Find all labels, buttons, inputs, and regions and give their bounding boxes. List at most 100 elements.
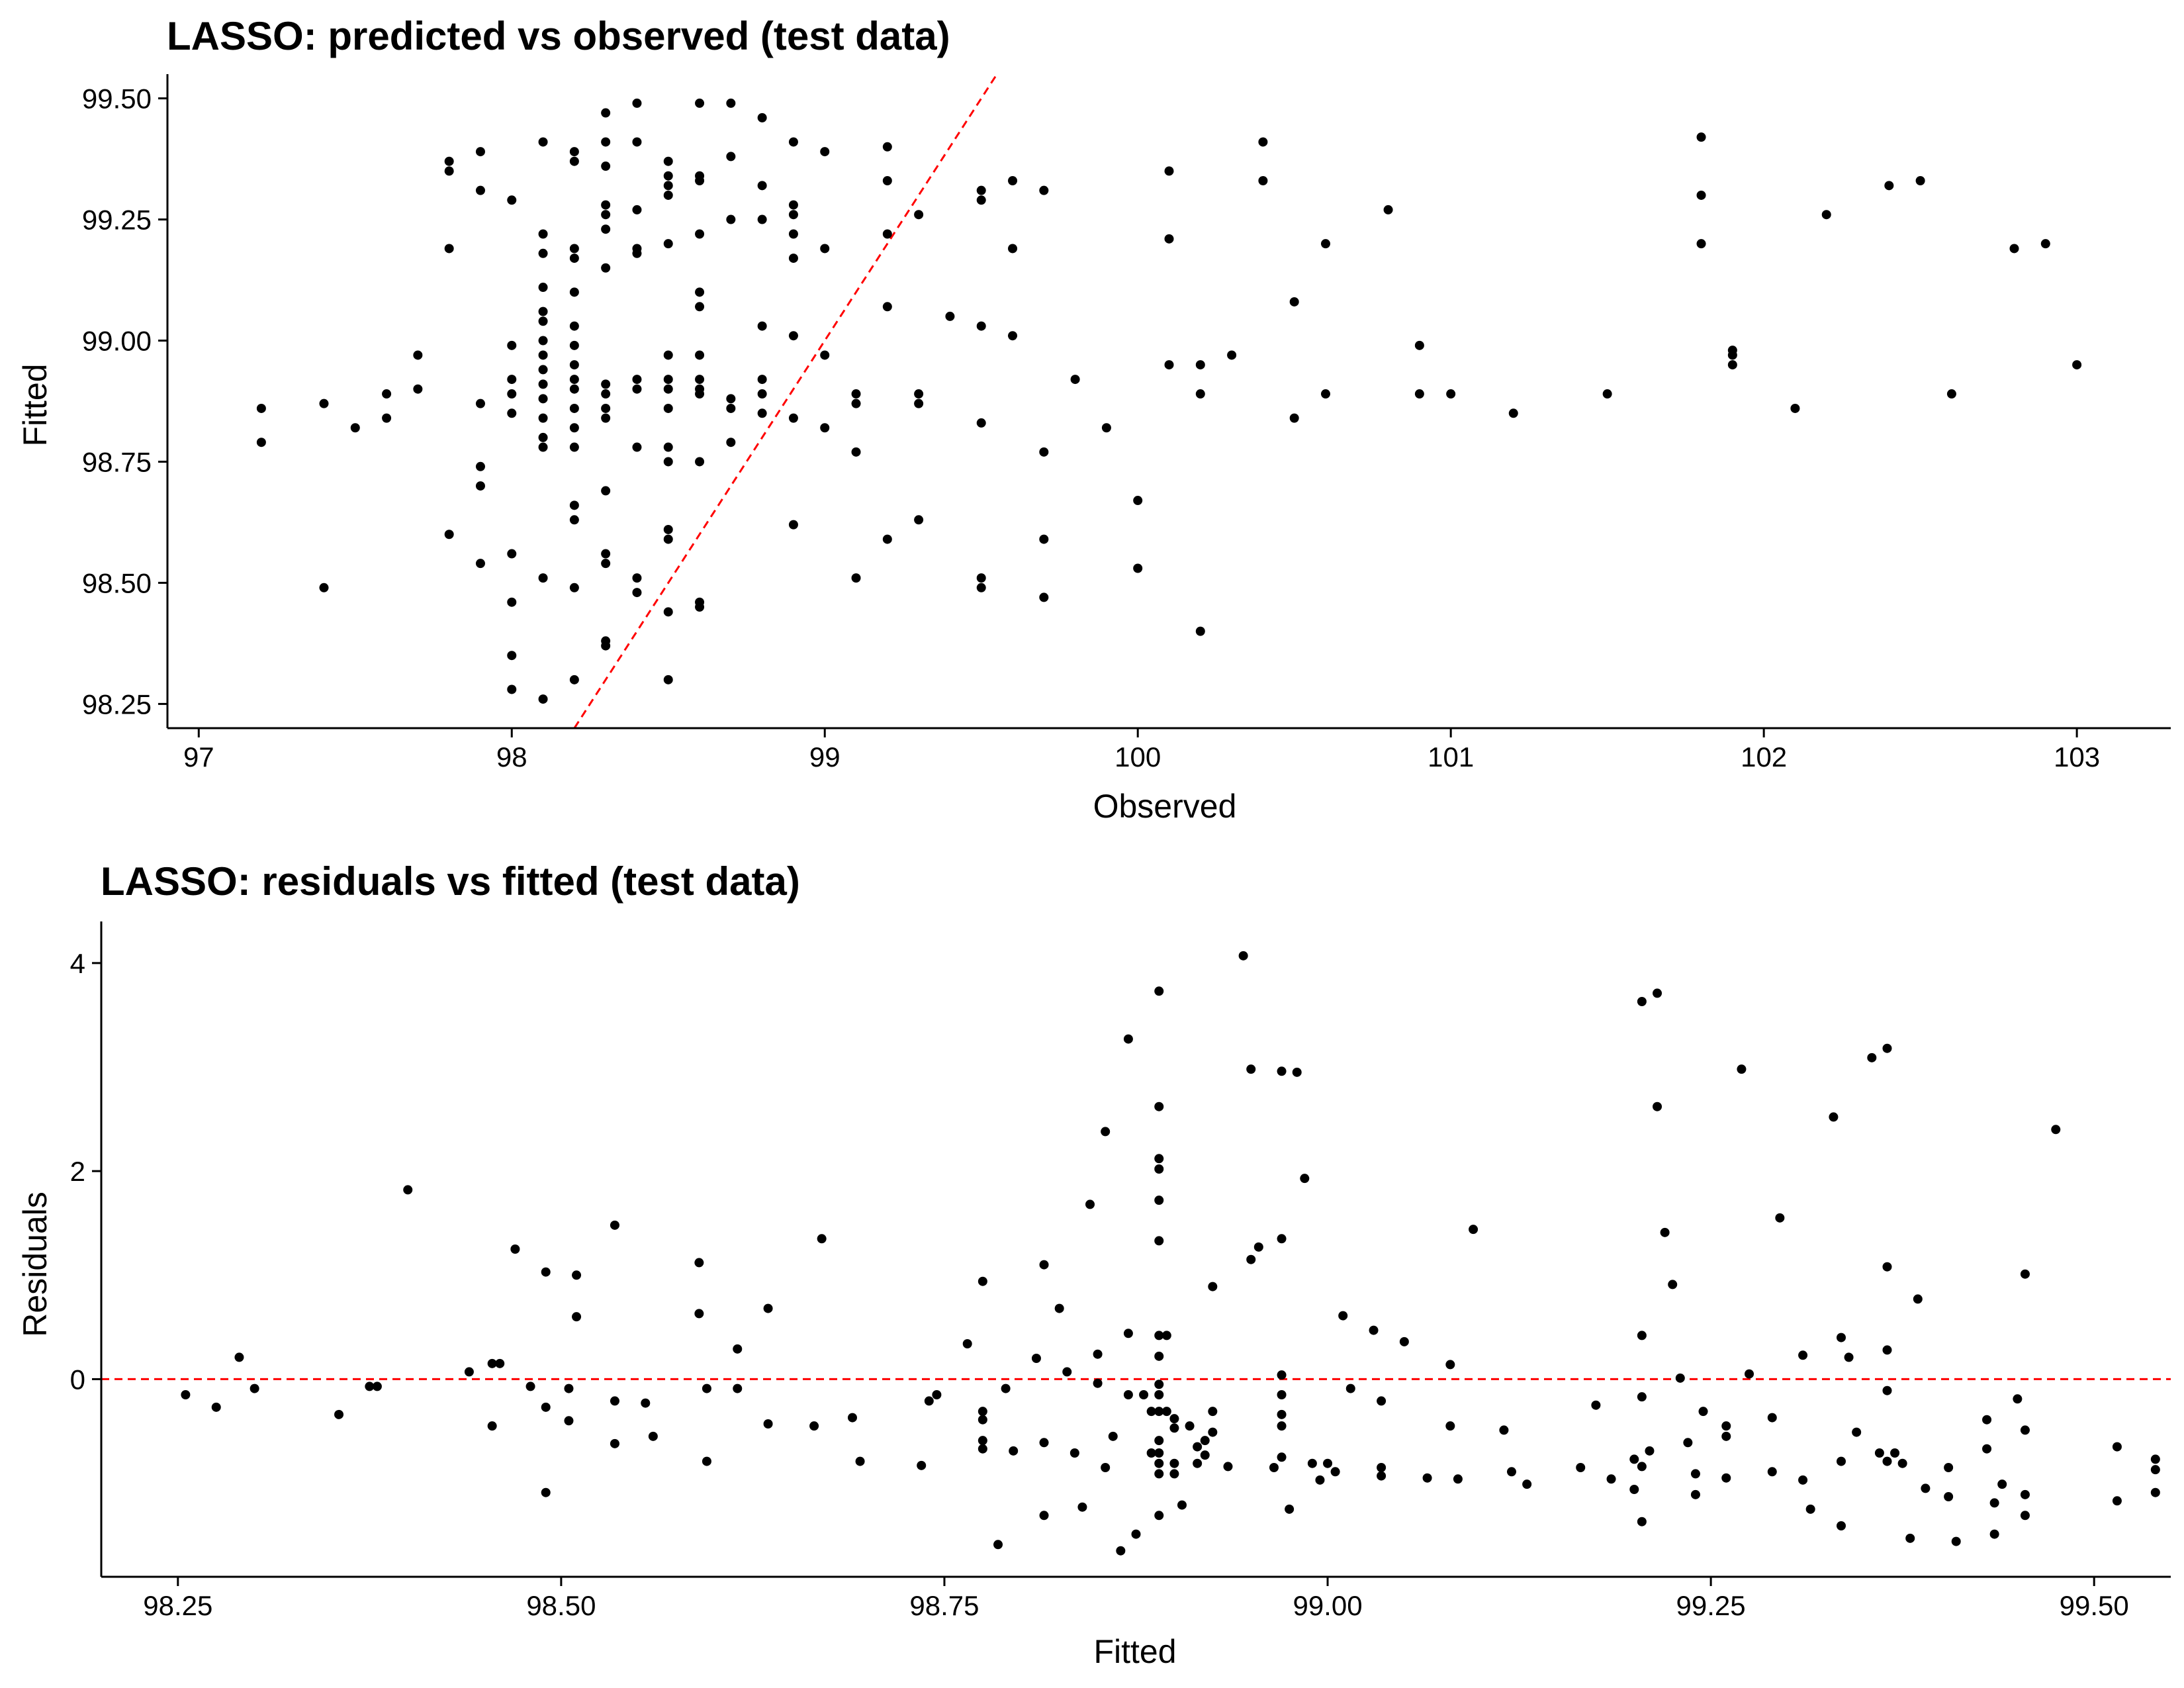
data-point: [601, 549, 611, 559]
data-point: [1146, 1407, 1156, 1417]
data-point: [256, 438, 266, 447]
data-point: [1108, 1431, 1118, 1441]
data-point: [1031, 1354, 1041, 1363]
data-point: [695, 602, 705, 612]
data-point: [569, 375, 579, 385]
data-point: [757, 408, 767, 418]
data-point: [1253, 1242, 1263, 1252]
data-point: [726, 98, 736, 108]
data-point: [1169, 1423, 1179, 1433]
data-point: [1277, 1066, 1287, 1076]
data-point: [1154, 1102, 1164, 1111]
data-point: [1453, 1474, 1463, 1484]
data-point: [538, 350, 548, 360]
data-point: [1882, 1345, 1892, 1355]
data-point: [525, 1382, 535, 1391]
data-point: [1629, 1485, 1639, 1494]
data-point: [976, 583, 986, 592]
data-point: [726, 214, 736, 224]
data-point: [1085, 1199, 1095, 1209]
data-point: [663, 181, 673, 191]
data-point: [538, 379, 548, 389]
data-point: [372, 1382, 382, 1391]
data-point: [763, 1303, 773, 1313]
data-point: [663, 457, 673, 467]
data-point: [663, 171, 673, 181]
data-point: [487, 1358, 497, 1368]
data-point: [1882, 1385, 1892, 1395]
data-point: [1039, 447, 1049, 457]
data-point: [444, 166, 454, 176]
panel-2-x-tick-label: 99.50: [2060, 1590, 2129, 1621]
panel-1-x-tick-label: 98: [496, 741, 527, 773]
data-point: [851, 389, 861, 399]
data-point: [601, 224, 611, 234]
data-point: [1200, 1436, 1210, 1446]
data-point: [1330, 1467, 1340, 1477]
panel-1-x-tick-label: 102: [1741, 741, 1787, 773]
data-point: [694, 1258, 704, 1268]
data-point: [538, 365, 548, 375]
data-point: [663, 403, 673, 413]
data-point: [2040, 239, 2050, 249]
data-point: [1377, 1463, 1387, 1472]
data-point: [1882, 1456, 1892, 1466]
data-point: [763, 1419, 773, 1429]
data-point: [855, 1456, 865, 1466]
data-point: [1377, 1471, 1387, 1481]
data-point: [507, 597, 517, 607]
data-point: [538, 229, 548, 239]
data-point: [564, 1416, 574, 1426]
data-point: [1039, 1260, 1049, 1270]
data-point: [1123, 1390, 1133, 1399]
data-point: [726, 403, 736, 413]
data-point: [1696, 190, 1706, 200]
data-point: [1062, 1367, 1072, 1377]
data-point: [1522, 1479, 1532, 1489]
data-point: [914, 515, 924, 525]
data-point: [1905, 1533, 1915, 1543]
data-point: [2020, 1425, 2030, 1435]
data-point: [1101, 1463, 1111, 1472]
data-point: [914, 389, 924, 399]
data-point: [1727, 350, 1737, 360]
data-point: [1164, 166, 1174, 176]
data-point: [2150, 1465, 2160, 1475]
data-point: [2112, 1442, 2122, 1452]
data-point: [601, 403, 611, 413]
data-point: [256, 403, 266, 413]
data-point: [1123, 1034, 1133, 1044]
data-point: [495, 1358, 505, 1368]
data-point: [1668, 1280, 1678, 1289]
panel-2-y-tick-label: 0: [70, 1364, 85, 1395]
data-point: [475, 461, 485, 471]
data-point: [1039, 1438, 1049, 1448]
data-point: [1696, 239, 1706, 249]
panel-1-y-axis-label: Fitted: [17, 363, 54, 446]
panel-1-y-tick-label: 99.25: [82, 205, 152, 236]
data-point: [1884, 181, 1894, 191]
data-point: [1208, 1427, 1218, 1437]
panel-2-title: LASSO: residuals vs fitted (test data): [101, 859, 800, 904]
data-point: [334, 1409, 344, 1419]
data-point: [569, 442, 579, 452]
data-point: [1169, 1458, 1179, 1468]
data-point: [1146, 1448, 1156, 1458]
data-point: [2051, 1125, 2061, 1135]
data-point: [1369, 1325, 1379, 1335]
data-point: [1154, 1458, 1164, 1468]
data-point: [541, 1267, 551, 1277]
data-point: [350, 423, 360, 433]
data-point: [2112, 1496, 2122, 1506]
data-point: [1790, 403, 1800, 413]
data-point: [1836, 1333, 1846, 1342]
panel-1-y-tick-label: 99.50: [82, 83, 152, 115]
panel-2-x-tick-label: 98.75: [909, 1590, 979, 1621]
data-point: [1982, 1415, 1992, 1425]
data-point: [695, 176, 705, 186]
data-point: [507, 684, 517, 694]
data-point: [2020, 1269, 2030, 1279]
data-point: [1951, 1536, 1961, 1546]
data-point: [569, 254, 579, 263]
